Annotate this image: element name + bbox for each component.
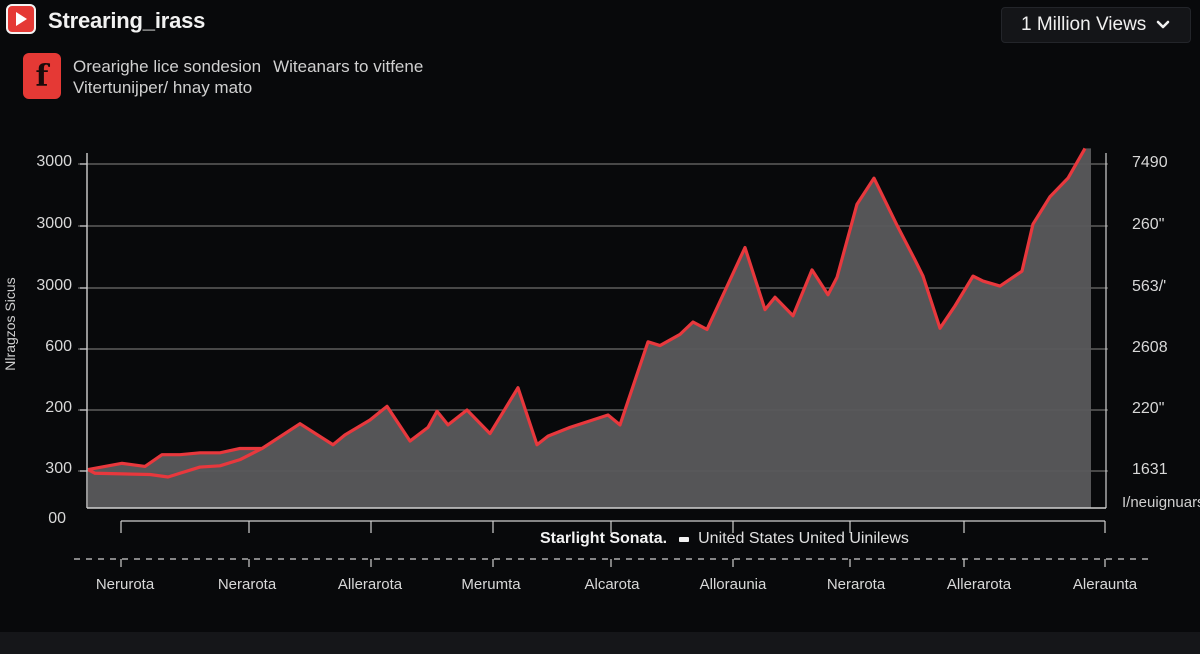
y-tick-left: 200 xyxy=(45,399,72,416)
chart-area-fill xyxy=(88,148,1091,508)
x-tick-label: Alcarota xyxy=(584,576,640,593)
legend-series-desc: United States United Uinilews xyxy=(698,530,909,547)
views-dropdown[interactable]: 1 Million Views xyxy=(1001,7,1191,43)
y-tick-left: 600 xyxy=(45,338,72,355)
app-title: Strearing_irass xyxy=(48,8,206,33)
x-tick-label: Aleraunta xyxy=(1072,576,1138,593)
x-tick-label: Nerurota xyxy=(95,576,155,593)
y-tick-right: 260" xyxy=(1132,216,1165,233)
chevron-down-icon xyxy=(1156,17,1170,35)
views-dropdown-label: 1 Million Views xyxy=(1021,14,1147,35)
y-tick-right: 220" xyxy=(1132,400,1165,417)
subtitle-part-1: Orearighe lice sondesion xyxy=(73,57,262,76)
y-tick-left: 300 xyxy=(45,460,72,477)
y-tick-left: 3000 xyxy=(36,153,72,170)
y-axis-title-left: Nlragzos Sicus xyxy=(2,277,18,371)
y-tick-left: 3000 xyxy=(36,277,72,294)
subtitle-line-2: Vitertunijper/ hnay mato xyxy=(73,78,253,97)
legend-swatch xyxy=(679,536,690,542)
y-tick-right: 2608 xyxy=(1132,339,1168,356)
header: Strearing_irass f Orearighe lice sondesi… xyxy=(0,0,1200,110)
chart-axes xyxy=(74,153,1150,567)
y-tick-right: 1631 xyxy=(1132,461,1168,478)
subtitle-line-1: Orearighe lice sondesion Witeanars to vit… xyxy=(73,57,423,77)
y-tick-left: 00 xyxy=(48,510,66,527)
x-tick-label: Allerarota xyxy=(946,576,1012,593)
chart-legend: Starlight Sonata. United States United U… xyxy=(540,530,909,548)
chart-line-main xyxy=(87,147,1087,472)
x-tick-label: Allerarota xyxy=(337,576,403,593)
facebook-f-icon: f xyxy=(23,53,61,99)
x-tick-label: Nerarota xyxy=(826,576,886,593)
y-tick-left: 3000 xyxy=(36,215,72,232)
x-tick-label: Nerarota xyxy=(217,576,277,593)
y-tick-right: 7490 xyxy=(1132,154,1168,171)
play-button-icon[interactable] xyxy=(6,4,36,34)
subtitle-part-2: Witeanars to vitfene xyxy=(273,57,424,76)
footer-bar xyxy=(0,632,1200,654)
legend-series-name: Starlight Sonata. xyxy=(540,530,668,547)
y-axis-title-right: I/neuignuars xyxy=(1122,494,1200,511)
chart-line-lower-segment xyxy=(87,447,263,479)
x-tick-label: Merumta xyxy=(461,576,521,593)
y-tick-right: 563/' xyxy=(1132,278,1167,295)
x-tick-label: Alloraunia xyxy=(699,576,767,593)
